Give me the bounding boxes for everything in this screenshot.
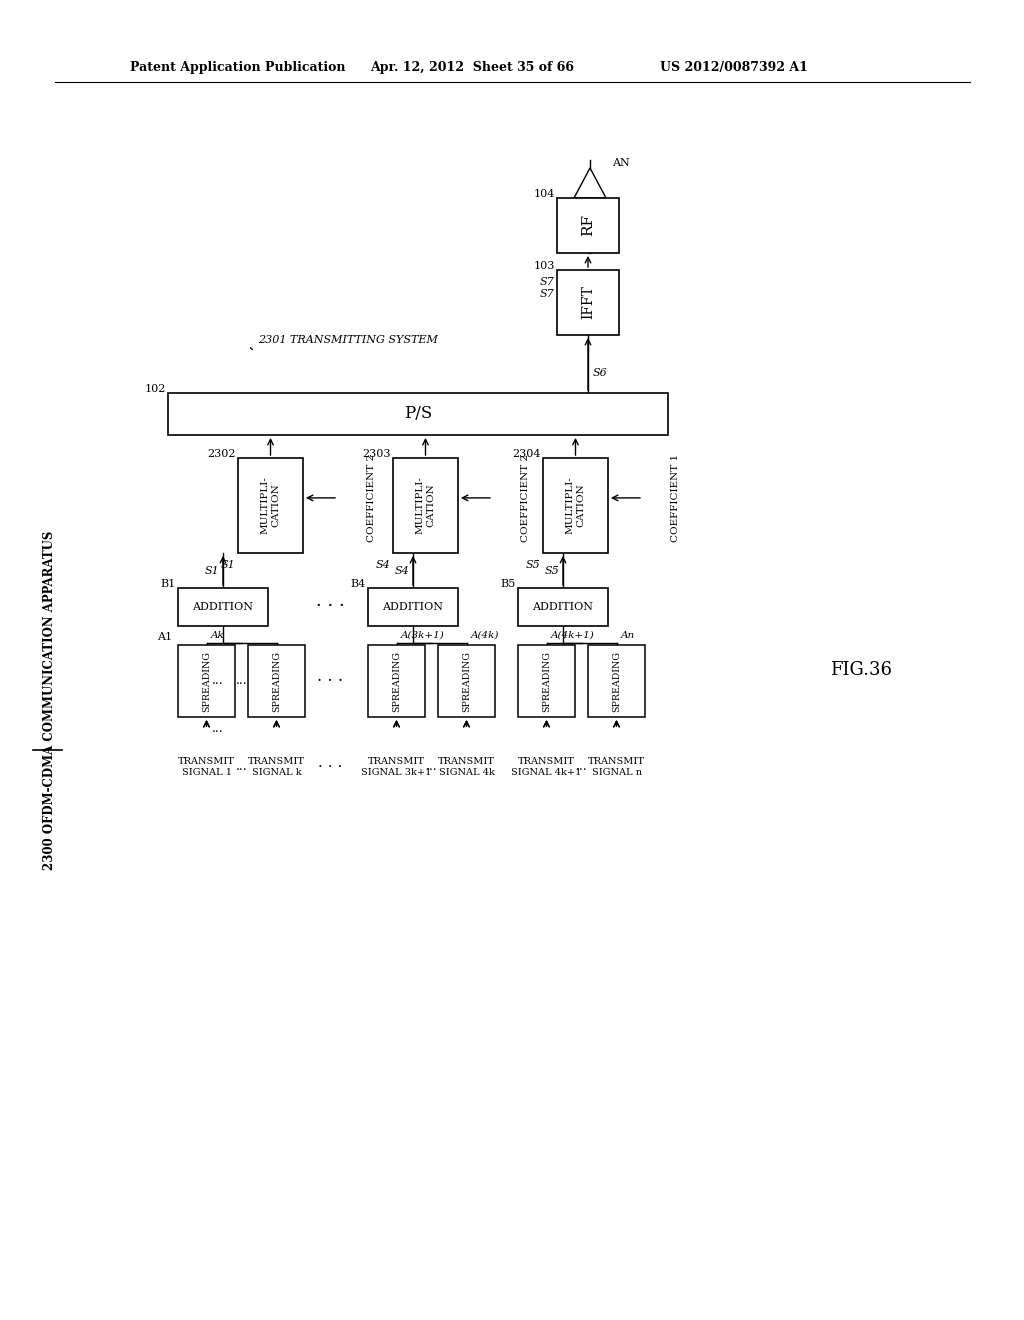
Text: ...: ... [236, 760, 248, 774]
Text: Patent Application Publication: Patent Application Publication [130, 62, 345, 74]
Text: SPREADING: SPREADING [392, 651, 401, 711]
Text: B1: B1 [161, 579, 176, 589]
Text: ...: ... [575, 760, 588, 774]
Text: COEFFICIENT 1: COEFFICIENT 1 [672, 454, 681, 543]
Text: 2302: 2302 [208, 449, 236, 459]
Text: SPREADING: SPREADING [462, 651, 471, 711]
Bar [438, 645, 495, 717]
Bar [557, 271, 618, 335]
Text: 103: 103 [534, 261, 555, 271]
Text: A(4k): A(4k) [470, 631, 499, 639]
Text: RF: RF [581, 214, 595, 236]
Text: TRANSMIT
SIGNAL k: TRANSMIT SIGNAL k [248, 758, 305, 776]
Text: MULTIPLI-
CATION: MULTIPLI- CATION [416, 477, 435, 535]
Bar [368, 645, 425, 717]
Text: Apr. 12, 2012  Sheet 35 of 66: Apr. 12, 2012 Sheet 35 of 66 [370, 62, 574, 74]
Text: 2301 TRANSMITTING SYSTEM: 2301 TRANSMITTING SYSTEM [258, 335, 438, 345]
Text: 2303: 2303 [362, 449, 391, 459]
Text: S7: S7 [540, 289, 554, 300]
Text: S5: S5 [525, 560, 540, 570]
Text: US 2012/0087392 A1: US 2012/0087392 A1 [660, 62, 808, 74]
Text: ...: ... [236, 675, 248, 688]
Text: S7: S7 [540, 277, 554, 286]
Bar [178, 587, 268, 626]
Text: A1: A1 [157, 632, 172, 642]
Bar [518, 587, 608, 626]
Text: TRANSMIT
SIGNAL 4k: TRANSMIT SIGNAL 4k [438, 758, 495, 776]
Text: B5: B5 [501, 579, 516, 589]
Text: MULTIPLI-
CATION: MULTIPLI- CATION [261, 477, 281, 535]
Polygon shape [574, 168, 606, 198]
Text: S1: S1 [220, 560, 234, 570]
Text: TRANSMIT
SIGNAL 3k+1: TRANSMIT SIGNAL 3k+1 [361, 758, 432, 776]
Bar [168, 393, 668, 436]
Text: Ak: Ak [211, 631, 224, 639]
Text: SPREADING: SPREADING [272, 651, 281, 711]
Text: COEFFICIENT 2: COEFFICIENT 2 [521, 454, 530, 543]
Text: ADDITION: ADDITION [532, 602, 594, 612]
Text: 104: 104 [534, 189, 555, 199]
Bar [393, 458, 458, 553]
Text: S1: S1 [204, 565, 219, 576]
Bar [543, 458, 608, 553]
Bar [557, 198, 618, 253]
Text: B4: B4 [351, 579, 366, 589]
Bar [178, 645, 234, 717]
Text: SPREADING: SPREADING [612, 651, 621, 711]
Text: A(4k+1): A(4k+1) [551, 631, 594, 639]
Bar [588, 645, 645, 717]
Text: ADDITION: ADDITION [193, 602, 254, 612]
Text: 2300 OFDM-CDMA COMMUNICATION APPARATUS: 2300 OFDM-CDMA COMMUNICATION APPARATUS [43, 531, 56, 870]
Bar [518, 645, 575, 717]
Text: A(3k+1): A(3k+1) [400, 631, 444, 639]
Text: S4: S4 [394, 565, 409, 576]
Text: ...: ... [212, 722, 224, 735]
Bar [248, 645, 305, 717]
Text: ...: ... [212, 675, 224, 688]
Text: 102: 102 [144, 384, 166, 393]
Text: SPREADING: SPREADING [542, 651, 551, 711]
Bar [368, 587, 458, 626]
Text: MULTIPLI-
CATION: MULTIPLI- CATION [566, 477, 585, 535]
Text: · · ·: · · · [316, 672, 343, 689]
Bar [238, 458, 303, 553]
Text: P/S: P/S [403, 405, 432, 422]
Text: TRANSMIT
SIGNAL 4k+1: TRANSMIT SIGNAL 4k+1 [511, 758, 582, 776]
Text: SPREADING: SPREADING [202, 651, 211, 711]
Text: FIG.36: FIG.36 [830, 661, 892, 678]
Text: TRANSMIT
SIGNAL 1: TRANSMIT SIGNAL 1 [178, 758, 234, 776]
Text: · · ·: · · · [315, 597, 344, 615]
Text: · · ·: · · · [317, 760, 342, 774]
Text: COEFFICIENT 2: COEFFICIENT 2 [367, 454, 376, 543]
Text: TRANSMIT
SIGNAL n: TRANSMIT SIGNAL n [588, 758, 645, 776]
Text: S4: S4 [375, 560, 390, 570]
Text: S6: S6 [593, 368, 608, 378]
Text: An: An [621, 631, 635, 639]
Text: AN: AN [612, 158, 630, 168]
Text: ...: ... [426, 760, 437, 774]
Text: S5: S5 [544, 565, 559, 576]
Text: ADDITION: ADDITION [383, 602, 443, 612]
Text: 2304: 2304 [512, 449, 541, 459]
Text: IFFT: IFFT [581, 285, 595, 319]
